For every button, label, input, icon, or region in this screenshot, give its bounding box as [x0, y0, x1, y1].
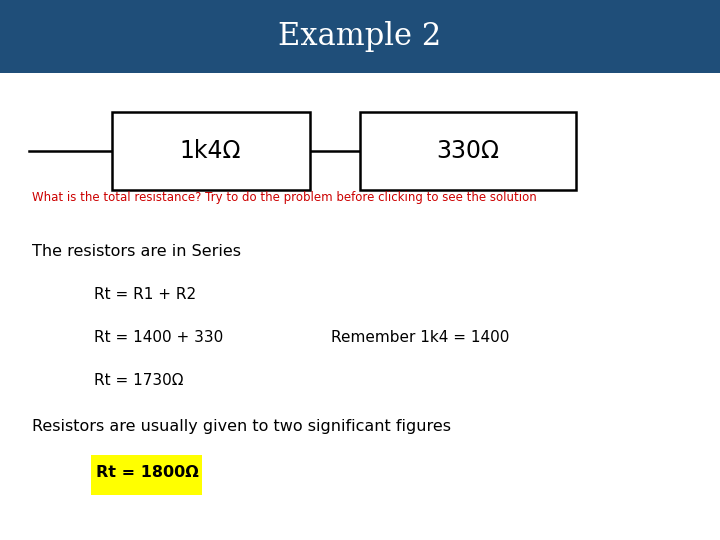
Text: The resistors are in Series: The resistors are in Series	[32, 244, 241, 259]
Text: What is the total resistance? Try to do the problem before clicking to see the s: What is the total resistance? Try to do …	[32, 191, 537, 204]
Text: Example 2: Example 2	[279, 21, 441, 52]
Text: Resistors are usually given to two significant figures: Resistors are usually given to two signi…	[32, 419, 451, 434]
Text: Rt = 1400 + 330: Rt = 1400 + 330	[94, 330, 223, 345]
Text: Rt = 1730Ω: Rt = 1730Ω	[94, 373, 183, 388]
Bar	[91, 455, 202, 495]
Text: Rt = 1800Ω: Rt = 1800Ω	[96, 465, 199, 480]
Text: 1k4Ω: 1k4Ω	[180, 139, 241, 163]
Bar	[360, 112, 576, 191]
Text: Remember 1k4 = 1400: Remember 1k4 = 1400	[331, 330, 510, 345]
Text: 330Ω: 330Ω	[436, 139, 500, 163]
Bar	[112, 112, 310, 191]
Text: Rt = R1 + R2: Rt = R1 + R2	[94, 287, 196, 302]
Bar	[0, 0, 720, 73]
